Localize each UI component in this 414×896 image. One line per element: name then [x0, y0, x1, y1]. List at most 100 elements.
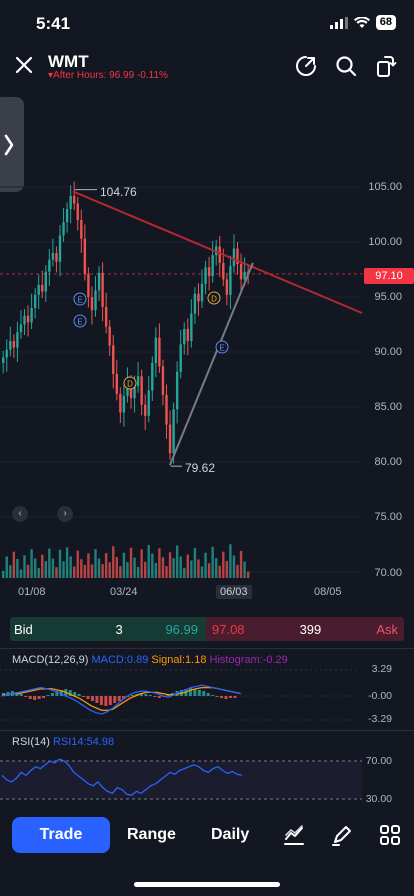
- event-marker-ring: [207, 291, 221, 305]
- histogram-bar: [157, 696, 161, 698]
- candle-body: [33, 294, 37, 308]
- candle-body: [69, 195, 72, 209]
- x-tick-0805: 08/05: [314, 586, 342, 598]
- event-marker-ring: [215, 340, 229, 354]
- candle-body: [183, 328, 186, 345]
- histogram-bar: [6, 692, 10, 696]
- histogram-bar: [55, 691, 59, 696]
- macd-value: MACD:0.89: [91, 654, 149, 666]
- indicators-icon[interactable]: [283, 824, 305, 846]
- bid-ask-bar[interactable]: Bid 3 96.99 97.08 399 Ask: [10, 617, 404, 641]
- rsi-title: RSI(14): [12, 736, 50, 748]
- macd-panel[interactable]: [0, 660, 414, 732]
- histogram-bar: [139, 693, 143, 696]
- histogram-bar: [77, 694, 81, 696]
- histogram-bar: [24, 696, 28, 697]
- candle-body: [186, 328, 189, 341]
- event-marker-label: D: [211, 295, 217, 304]
- histogram-bar: [104, 696, 108, 706]
- candle-body: [140, 376, 143, 405]
- histogram-bar: [224, 696, 228, 699]
- event-marker-label: E: [77, 296, 82, 305]
- candle-body: [175, 371, 179, 410]
- macd-legend[interactable]: MACD(12,26,9) MACD:0.89 Signal:1.18 Hist…: [12, 654, 288, 666]
- histogram-bar: [68, 690, 72, 696]
- home-indicator: [134, 882, 280, 887]
- volume-bar: [133, 557, 136, 578]
- candle-body: [151, 363, 154, 391]
- after-hours-text: After Hours: 96.99 -0.11%: [53, 70, 168, 81]
- volume-bar: [83, 564, 87, 578]
- histogram-bar: [193, 689, 197, 696]
- y-tick-95: 95.00: [374, 291, 402, 303]
- event-marker: D: [123, 376, 137, 390]
- volume-bar: [37, 568, 40, 578]
- volume-bar: [222, 551, 225, 578]
- candle-body: [115, 374, 118, 394]
- x-tick-0324: 03/24: [110, 586, 138, 598]
- candle-body: [236, 248, 239, 264]
- volume-bar: [16, 558, 19, 578]
- price-chart[interactable]: E E D D E: [0, 170, 414, 590]
- trade-button[interactable]: Trade: [12, 817, 110, 853]
- scroll-left-button[interactable]: ‹: [12, 506, 28, 522]
- histogram-bar: [197, 690, 201, 696]
- event-marker: D: [207, 291, 221, 305]
- volume-bar: [183, 567, 186, 578]
- volume-bar: [207, 563, 211, 578]
- candle-body: [83, 238, 87, 274]
- share-icon[interactable]: [294, 54, 318, 78]
- range-button[interactable]: Range: [127, 826, 176, 843]
- candle-body: [243, 271, 246, 280]
- candle-body: [144, 404, 147, 416]
- candle-body: [158, 337, 161, 367]
- volume-bar: [23, 555, 26, 578]
- event-marker-label: E: [77, 318, 82, 327]
- candle-body: [229, 266, 232, 295]
- side-panel-handle[interactable]: [0, 97, 24, 192]
- bid-side[interactable]: Bid 3 96.99: [10, 617, 206, 641]
- signal-line: [2, 686, 241, 712]
- event-marker: E: [73, 292, 87, 306]
- y-tick-85: 85.00: [374, 401, 402, 413]
- scroll-right-button[interactable]: ›: [57, 506, 73, 522]
- rsi-panel[interactable]: [0, 745, 414, 807]
- histogram-bar: [202, 691, 206, 696]
- ask-size: 399: [299, 621, 322, 637]
- candle-body: [51, 253, 55, 260]
- histogram-bar: [188, 688, 192, 696]
- candle-body: [119, 393, 122, 413]
- status-time: 5:41: [36, 14, 71, 33]
- search-icon[interactable]: [334, 54, 358, 78]
- rsi-legend[interactable]: RSI(14) RSI14:54.98: [12, 736, 114, 748]
- y-tick-105: 105.00: [368, 181, 402, 193]
- volume-bar: [51, 558, 55, 578]
- candle-body: [168, 424, 172, 454]
- ask-side[interactable]: 97.08 399 Ask: [206, 617, 404, 641]
- candle-body: [23, 315, 26, 325]
- interval-button[interactable]: Daily: [211, 826, 250, 843]
- chevron-right-icon: [4, 134, 14, 155]
- close-icon[interactable]: [12, 53, 36, 77]
- down-arrow-icon: ▾: [48, 70, 54, 81]
- volume-bar: [62, 561, 65, 578]
- drawing-tools-icon[interactable]: [331, 824, 353, 846]
- histogram-bar: [82, 696, 86, 697]
- histogram-bar: [153, 696, 157, 697]
- histogram-bar: [19, 694, 23, 696]
- macd-axis-mid: -0.00: [368, 690, 392, 702]
- macd-axis-bottom: -3.29: [368, 713, 392, 725]
- volume-bar: [76, 550, 79, 578]
- signal-icon: [329, 16, 348, 29]
- histogram-bar: [37, 696, 41, 699]
- histogram-bar: [131, 695, 135, 696]
- candle-body: [129, 381, 133, 399]
- volume-bar: [158, 548, 161, 578]
- symbol-title: WMT: [48, 52, 89, 71]
- more-grid-icon[interactable]: [379, 824, 401, 846]
- rsi-line: [1, 758, 243, 796]
- candle-body: [101, 272, 104, 307]
- rotate-screen-icon[interactable]: [373, 54, 397, 78]
- volume-bar: [165, 566, 168, 578]
- candle-body: [9, 341, 12, 350]
